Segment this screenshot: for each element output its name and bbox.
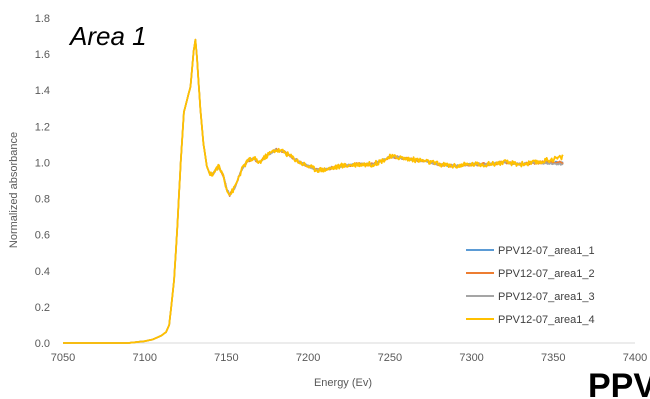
y-tick-label: 1.0	[35, 157, 50, 169]
x-tick-label: 7250	[378, 352, 402, 364]
x-tick-label: 7300	[459, 352, 483, 364]
y-tick-label: 0.0	[35, 338, 50, 350]
y-tick-label: 1.4	[35, 85, 50, 97]
x-tick-label: 7050	[51, 352, 75, 364]
x-tick-label: 7150	[214, 352, 238, 364]
x-tick-label: 7100	[132, 352, 156, 364]
legend-label: PPV12-07_area1_1	[498, 245, 595, 257]
y-tick-label: 0.2	[35, 302, 50, 314]
y-axis-title: Normalized absorbance	[8, 132, 20, 248]
corner-label: PPV	[588, 367, 650, 399]
series-line	[62, 38, 564, 344]
legend: PPV12-07_area1_1 PPV12-07_area1_2 PPV12-07…	[466, 245, 595, 326]
series-line	[62, 38, 564, 344]
y-tick-label: 1.8	[35, 13, 50, 25]
x-tick-label: 7400	[623, 352, 647, 364]
x-tick-label: 7200	[296, 352, 320, 364]
y-tick-label: 0.6	[35, 230, 50, 242]
series-line	[62, 38, 564, 344]
y-tick-label: 1.6	[35, 49, 50, 61]
y-tick-label: 0.4	[35, 266, 50, 278]
y-tick-label: 1.2	[35, 121, 50, 133]
plot-series	[62, 38, 564, 344]
x-axis-ticks: 7050 7100 7150 7200 7250 7300 7350 7400	[51, 352, 647, 364]
legend-label: PPV12-07_area1_3	[498, 291, 595, 303]
area-annotation: Area 1	[68, 21, 147, 51]
legend-label: PPV12-07_area1_2	[498, 268, 595, 280]
x-tick-label: 7350	[541, 352, 565, 364]
series-line	[62, 38, 564, 344]
y-axis-ticks: 0.0 0.2 0.4 0.6 0.8 1.0 1.2 1.4 1.6 1.8	[35, 13, 50, 350]
legend-label: PPV12-07_area1_4	[498, 314, 595, 326]
y-tick-label: 0.8	[35, 194, 50, 206]
x-axis-title: Energy (Ev)	[314, 377, 372, 389]
